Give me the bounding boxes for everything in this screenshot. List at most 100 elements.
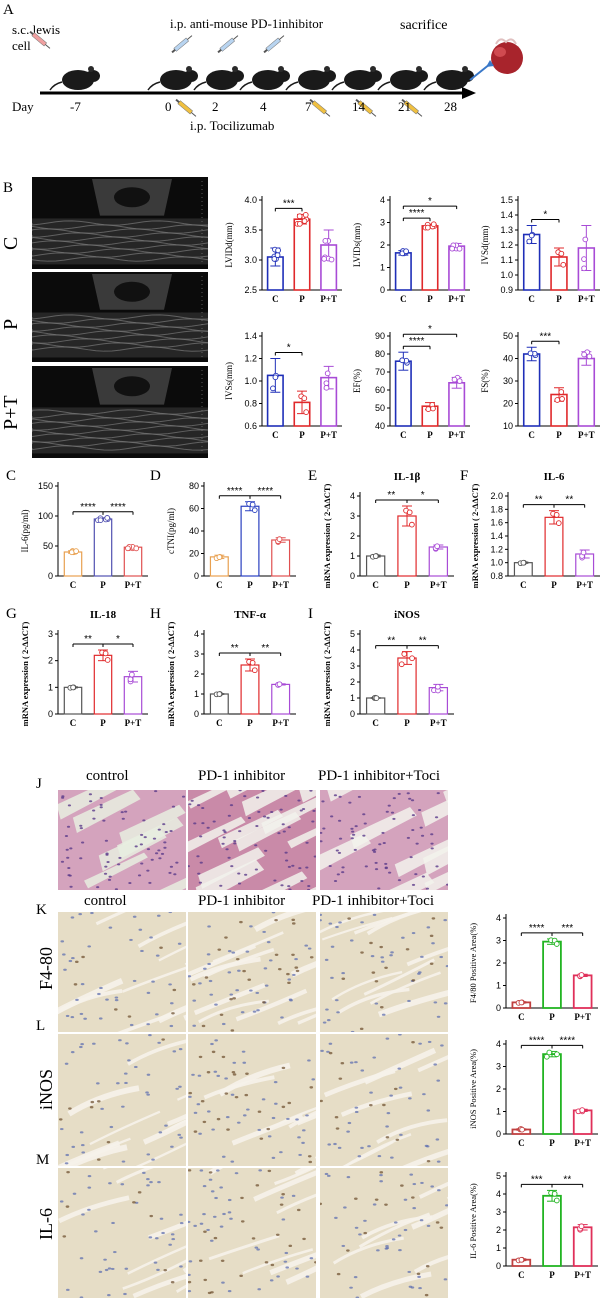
ihc-row-label-f480: F4-80 bbox=[36, 946, 56, 990]
y-tick-label: 30 bbox=[503, 376, 513, 386]
chart-inos-mrna: iNOS mRNA expression ( 2-ΔΔCT) 0 1 2 3 4 5 C P P+T… bbox=[322, 609, 454, 728]
y-tick-label: 60 bbox=[189, 504, 199, 514]
data-point bbox=[70, 684, 76, 691]
x-tick-label: C bbox=[520, 580, 527, 590]
data-point bbox=[328, 256, 335, 263]
bar bbox=[542, 940, 562, 1009]
y-tick-label: 5 bbox=[350, 629, 355, 639]
significance-label: **** bbox=[110, 502, 126, 513]
he-image-pd1-toci bbox=[320, 790, 448, 890]
x-tick-label: C bbox=[518, 1012, 525, 1022]
y-tick-label: 3.5 bbox=[244, 225, 257, 235]
timeline-label-tocilizumab: i.p. Tocilizumab bbox=[190, 118, 275, 133]
data-point bbox=[586, 353, 593, 360]
data-point bbox=[578, 972, 585, 978]
j-col-pd1: PD-1 inhibitor bbox=[198, 768, 286, 784]
x-tick-label: P+T bbox=[578, 430, 595, 440]
ihc-il6-control bbox=[58, 1168, 186, 1298]
y-tick-label: 0.8 bbox=[490, 571, 503, 581]
data-point bbox=[276, 536, 283, 542]
significance-label: * bbox=[287, 343, 291, 354]
x-tick-label: P bbox=[556, 430, 562, 440]
data-point bbox=[554, 1051, 560, 1058]
significance-label: **** bbox=[529, 1035, 545, 1046]
panel-letter-a: A bbox=[3, 2, 14, 18]
y-tick-label: 0 bbox=[48, 709, 53, 719]
significance-label: **** bbox=[227, 486, 243, 497]
y-axis-label: mRNA expression ( 2-ΔΔCT) bbox=[322, 621, 332, 726]
y-axis-label: IL-6 Positive Area(%) bbox=[468, 1183, 478, 1259]
data-point bbox=[553, 941, 560, 947]
y-tick-label: 1.2 bbox=[500, 240, 513, 250]
x-tick-label: P bbox=[549, 1270, 555, 1280]
significance-label: ** bbox=[565, 495, 573, 506]
y-tick-label: 2.5 bbox=[244, 285, 257, 295]
x-tick-label: C bbox=[372, 580, 379, 590]
x-tick-label: P bbox=[404, 718, 410, 728]
data-point bbox=[546, 1049, 553, 1056]
ihc-row-label-inos: iNOS bbox=[36, 1068, 56, 1110]
timeline-day-0: -7 bbox=[70, 99, 81, 114]
syringe-icon bbox=[171, 35, 193, 54]
ihc-row-label-il6: IL-6 bbox=[36, 1208, 56, 1240]
x-tick-label: P bbox=[247, 718, 253, 728]
bar bbox=[93, 654, 113, 715]
x-tick-label: P+T bbox=[320, 294, 337, 304]
panel-letter-d: D bbox=[150, 468, 161, 484]
x-tick-label: C bbox=[216, 580, 223, 590]
y-tick-label: 0.8 bbox=[244, 399, 257, 409]
significance-label: ** bbox=[231, 643, 239, 654]
data-point bbox=[271, 256, 278, 262]
x-tick-label: P bbox=[299, 430, 305, 440]
bar bbox=[577, 357, 596, 427]
data-point bbox=[578, 1223, 585, 1230]
y-tick-label: 70 bbox=[375, 367, 385, 377]
y-tick-label: 5 bbox=[496, 1171, 501, 1181]
x-tick-label: P bbox=[247, 580, 253, 590]
timeline-label-cell: cell bbox=[12, 38, 31, 53]
data-point bbox=[296, 213, 303, 220]
y-tick-label: 4 bbox=[496, 913, 501, 923]
data-point bbox=[125, 545, 131, 552]
y-tick-label: 1.1 bbox=[500, 255, 513, 265]
data-point bbox=[456, 378, 463, 384]
significance-label: ** bbox=[563, 1174, 571, 1185]
mouse-icon bbox=[193, 66, 244, 91]
data-point bbox=[133, 545, 140, 552]
data-point bbox=[97, 517, 104, 524]
significance-label: * bbox=[116, 634, 120, 645]
y-tick-label: 1.6 bbox=[490, 518, 503, 528]
data-point bbox=[249, 659, 256, 666]
panel-letter-c: C bbox=[6, 468, 17, 484]
y-tick-label: 80 bbox=[375, 349, 385, 359]
chart-lvids: LVIDs(mm) 0 1 2 3 4 C P P+T ***** bbox=[352, 195, 470, 304]
y-tick-label: 1.8 bbox=[490, 504, 503, 514]
y-tick-label: 90 bbox=[375, 331, 385, 341]
chart-ivsd: IVSd(mm) 0.9 1.0 1.1 1.2 1.3 1.4 1.5 C P P+T * bbox=[480, 195, 600, 304]
x-tick-label: P bbox=[299, 294, 305, 304]
x-tick-label: P+T bbox=[272, 580, 289, 590]
data-point bbox=[303, 409, 310, 415]
significance-label: **** bbox=[560, 1035, 576, 1046]
data-point bbox=[276, 681, 283, 688]
syringe-icon bbox=[355, 98, 377, 117]
data-point bbox=[582, 236, 589, 243]
y-tick-label: 0 bbox=[194, 571, 199, 581]
y-tick-label: 3 bbox=[496, 936, 501, 946]
y-tick-label: 3 bbox=[496, 1207, 501, 1217]
timeline-day-4: 7 bbox=[305, 99, 312, 114]
data-point bbox=[129, 671, 135, 678]
y-axis-label: mRNA expression ( 2-ΔΔCT) bbox=[20, 621, 30, 726]
bar bbox=[240, 505, 260, 577]
timeline-panel: s.c. lewis cell i.p. anti-mouse PD-1inhi… bbox=[0, 0, 609, 160]
data-point bbox=[518, 1256, 525, 1263]
y-tick-label: 0 bbox=[194, 709, 199, 719]
data-point bbox=[559, 396, 565, 402]
y-tick-label: 1 bbox=[496, 1107, 501, 1117]
data-point bbox=[104, 515, 111, 521]
y-axis-label: mRNA expression ( 2-ΔΔCT) bbox=[322, 483, 332, 588]
data-point bbox=[526, 238, 533, 245]
y-axis-label: LVIDd(mm) bbox=[224, 222, 234, 267]
y-axis-label: FS(%) bbox=[480, 369, 490, 393]
timeline-day-7: 28 bbox=[444, 99, 457, 114]
